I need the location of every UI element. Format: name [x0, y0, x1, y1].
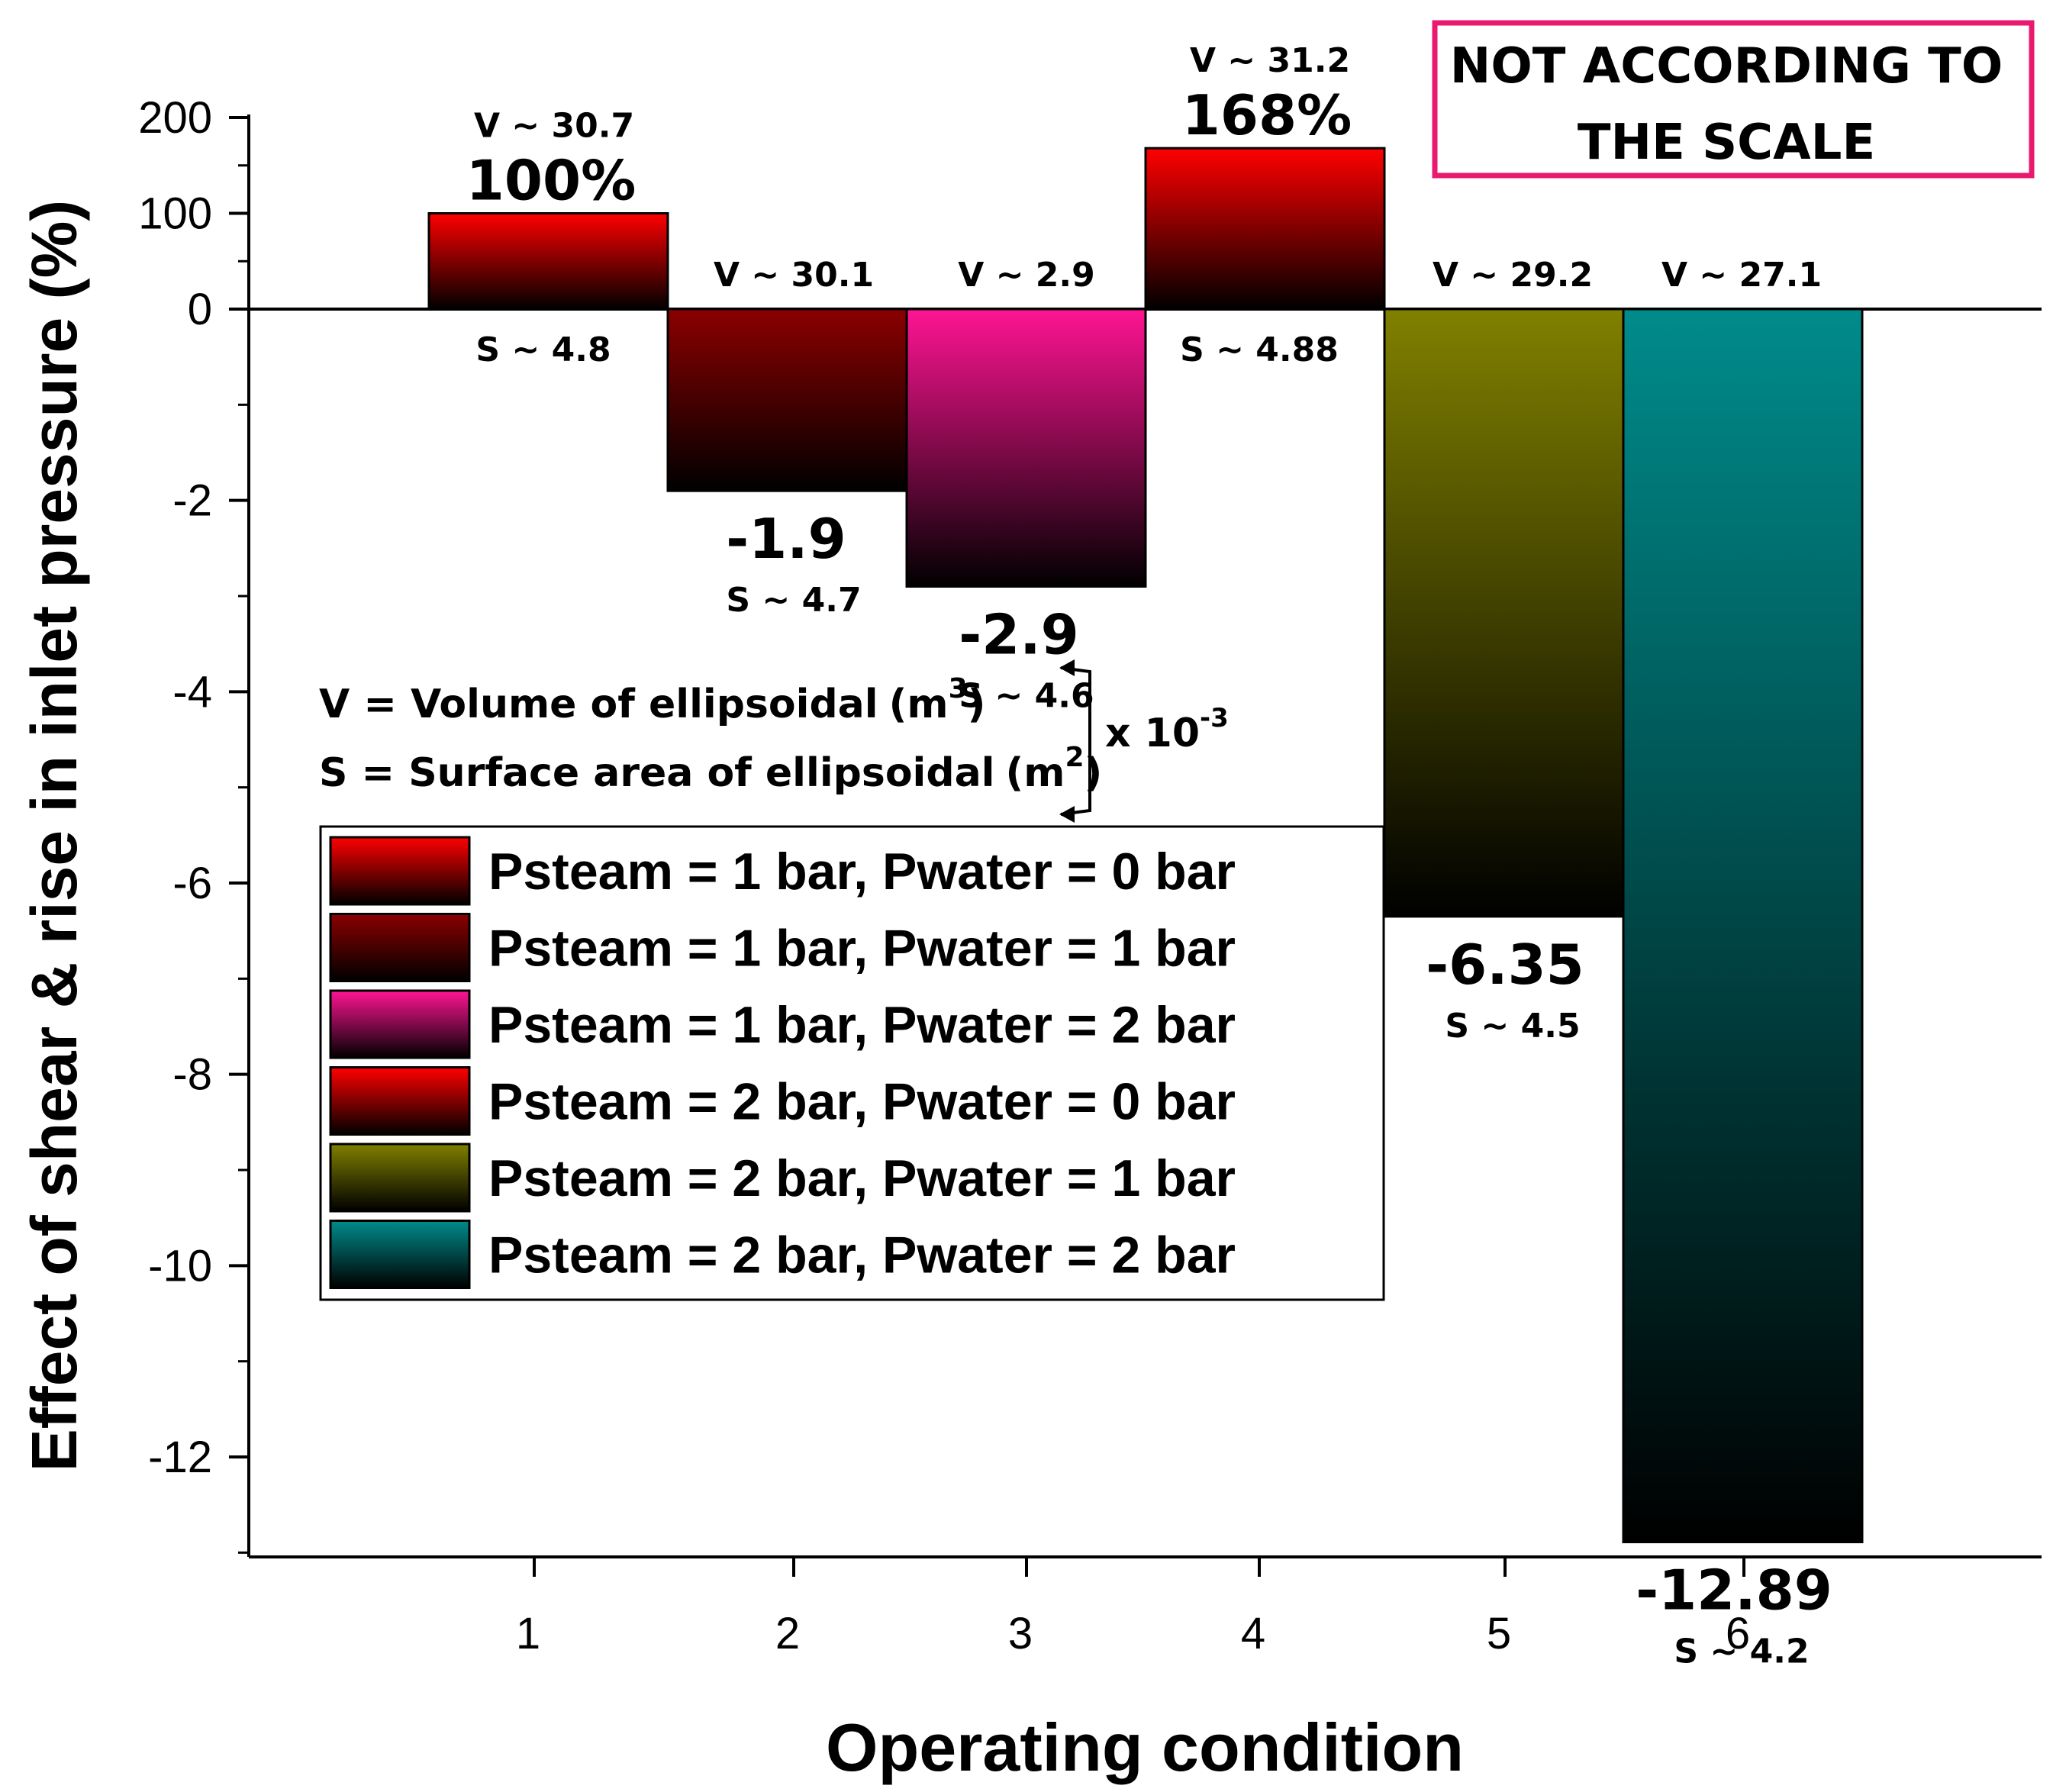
x-tick-label: 6: [1726, 1609, 1750, 1658]
surface-definition: S = Surface area of ellipsoidal (m2): [319, 742, 1102, 796]
legend-label: Psteam = 2 bar, Pwater = 1 bar: [488, 1149, 1236, 1207]
arrow-up-icon: [1059, 659, 1075, 676]
x-tick-label: 1: [516, 1609, 540, 1658]
legend-label: Psteam = 1 bar, Pwater = 2 bar: [488, 996, 1236, 1054]
x-tick-label: 4: [1241, 1609, 1265, 1658]
y-axis-title: Effect of shear & rise in inlet pressure…: [18, 200, 90, 1471]
multiplier-label: x 10-3: [1105, 703, 1229, 756]
surface-unit-exp: 2: [1065, 742, 1084, 773]
x-tick-label: 3: [1008, 1609, 1033, 1658]
legend-frame: [319, 825, 1385, 1301]
volume-label: V ~ 2.9: [958, 256, 1095, 295]
definitions-note: V = Volume of ellipsoidal (m3) S = Surfac…: [319, 659, 1229, 823]
bar-4: [1144, 147, 1386, 311]
volume-unit-close: ): [968, 682, 986, 727]
value-label: 168%: [1182, 83, 1352, 147]
volume-label: V ~ 31.2: [1190, 41, 1350, 80]
legend-swatch: [329, 1066, 471, 1136]
stamp-border: [1432, 20, 2035, 179]
bar-2: [666, 308, 908, 492]
legend-swatch: [329, 1220, 471, 1289]
legend: Psteam = 1 bar, Pwater = 0 bar Psteam = 1…: [319, 825, 1385, 1301]
value-label: -6.35: [1426, 933, 1584, 997]
arrow-down-icon: [1059, 806, 1075, 823]
legend-label: Psteam = 2 bar, Pwater = 2 bar: [488, 1226, 1236, 1284]
volume-unit-exp: 3: [949, 673, 968, 704]
value-label: 100%: [466, 149, 636, 213]
x-axis-title: Operating condition: [826, 1710, 1464, 1785]
x-ticks: 1 2 3 4 5 6: [516, 1557, 1750, 1658]
multiplier-exp: -3: [1200, 703, 1229, 733]
value-label: -2.9: [959, 602, 1078, 666]
volume-label: V ~ 30.1: [714, 256, 874, 295]
legend-swatch: [329, 989, 471, 1059]
surface-unit-close: ): [1085, 750, 1103, 796]
legend-swatch: [329, 913, 471, 982]
surface-label: S ~ 4.2: [1674, 1632, 1809, 1671]
bracket-icon: [1060, 666, 1091, 816]
x-tick-label: 5: [1487, 1609, 1511, 1658]
bar-5: [1383, 308, 1625, 918]
surface-unit-base: (m: [1006, 750, 1065, 796]
legend-swatch: [329, 836, 471, 906]
stamp-line-2: THE SCALE: [1578, 114, 1875, 171]
y-tick-label: -12: [148, 1433, 212, 1482]
legend-swatch: [329, 1143, 471, 1213]
y-tick-label: 100: [138, 189, 212, 239]
volume-unit-base: (m: [889, 682, 949, 727]
x-tick-label: 2: [775, 1609, 800, 1658]
volume-label: V ~ 29.2: [1433, 256, 1593, 295]
surface-definition-text: S = Surface area of ellipsoidal: [319, 750, 995, 796]
y-tick-label: -6: [172, 859, 212, 908]
legend-label: Psteam = 2 bar, Pwater = 0 bar: [488, 1073, 1236, 1131]
bar-3: [905, 308, 1147, 588]
volume-label: V ~ 30.7: [474, 107, 634, 146]
bar-1: [427, 212, 669, 311]
bar-labels: V ~ 30.7 S ~ 4.8 100% V ~ 30.1 S ~ 4.7 -1.9 V …: [466, 41, 1832, 1671]
volume-definition-text: V = Volume of ellipsoidal: [319, 682, 878, 727]
volume-label: V ~ 27.1: [1661, 256, 1822, 295]
y-tick-label: -2: [172, 476, 212, 526]
surface-label: S ~ 4.88: [1180, 330, 1339, 369]
y-ticks: 200 100 0 -2 -4 -6 -8 -10 -12: [138, 93, 249, 1554]
surface-label: S ~ 4.5: [1445, 1007, 1580, 1046]
y-tick-label: -8: [172, 1050, 212, 1100]
multiplier-base: x 10: [1105, 711, 1200, 756]
surface-label: S ~ 4.6: [959, 676, 1094, 715]
y-tick-label: -4: [172, 667, 212, 717]
y-tick-label: -10: [148, 1241, 212, 1291]
legend-label: Psteam = 1 bar, Pwater = 0 bar: [488, 843, 1236, 901]
value-label: -1.9: [726, 507, 846, 571]
value-label: -12.89: [1636, 1558, 1832, 1623]
y-tick-label: 200: [138, 93, 212, 143]
bar-6: [1622, 308, 1864, 1544]
y-tick-label: 0: [188, 285, 212, 334]
surface-label: S ~ 4.7: [726, 581, 861, 620]
surface-label: S ~ 4.8: [475, 330, 611, 369]
volume-definition: V = Volume of ellipsoidal (m3): [319, 673, 985, 727]
bars: [427, 147, 1864, 1544]
stamp-line-1: NOT ACCORDING TO: [1450, 38, 2003, 95]
not-to-scale-stamp: NOT ACCORDING TO THE SCALE: [1432, 20, 2035, 179]
legend-label: Psteam = 1 bar, Pwater = 1 bar: [488, 920, 1236, 978]
